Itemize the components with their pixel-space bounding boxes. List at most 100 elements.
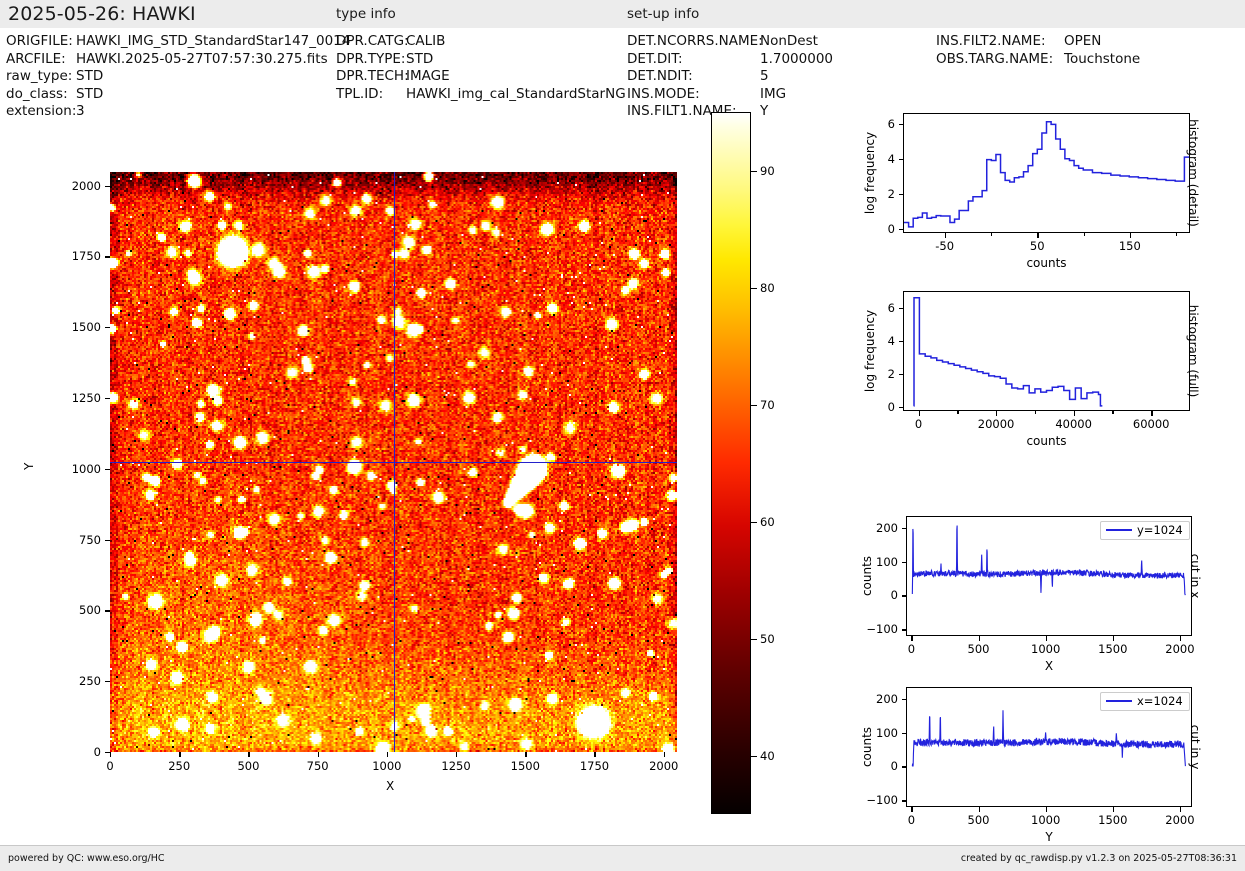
histogram-full-axes[interactable] bbox=[903, 291, 1190, 411]
header-band bbox=[0, 0, 1245, 28]
info-value: HAWKI.2025-05-27T07:57:30.275.fits bbox=[76, 50, 328, 67]
info-key: INS.FILT2.NAME: bbox=[936, 33, 1046, 49]
info-value: IMG bbox=[760, 85, 787, 102]
colorbar-tick-label: 60 bbox=[760, 514, 775, 529]
info-key: DET.DIT: bbox=[627, 50, 683, 67]
x-tick bbox=[957, 411, 959, 414]
x-tick bbox=[1112, 411, 1114, 414]
x-tick bbox=[1034, 411, 1037, 414]
info-value: OPEN bbox=[1064, 33, 1102, 49]
cut-in-y-plot bbox=[907, 688, 1191, 806]
info-row: INS.FILT1.NAME: Y bbox=[627, 103, 833, 121]
y-tick bbox=[898, 406, 903, 409]
x-tick bbox=[978, 636, 980, 641]
x-tick-label: 500 bbox=[967, 813, 990, 827]
y-axis-label: log frequency bbox=[863, 131, 877, 215]
x-tick-label: 1000 bbox=[1031, 642, 1061, 656]
y-tick-label: 0 bbox=[887, 399, 895, 414]
x-axis-label: Y bbox=[1045, 830, 1053, 844]
histogram-detail-axes[interactable] bbox=[903, 113, 1190, 233]
y-tick bbox=[901, 527, 906, 530]
info-value: IMAGE bbox=[406, 68, 450, 85]
x-tick-label: 40000 bbox=[1055, 417, 1092, 431]
type-info-heading: type info bbox=[336, 6, 396, 22]
image-y-tick bbox=[105, 681, 110, 683]
x-tick-label: 1000 bbox=[1031, 813, 1061, 827]
panel-side-label: histogram (detail) bbox=[1186, 119, 1200, 227]
legend-line-swatch bbox=[1106, 528, 1132, 532]
legend[interactable]: x=1024 bbox=[1100, 692, 1190, 711]
info-value: NonDest bbox=[760, 33, 818, 49]
legend-label: x=1024 bbox=[1137, 694, 1183, 708]
y-tick-label: 0 bbox=[887, 221, 895, 236]
file-info-block: ORIGFILE: HAWKI_IMG_STD_StandardStar147_0… bbox=[6, 33, 350, 121]
y-tick bbox=[898, 193, 903, 195]
x-tick-label: 500 bbox=[967, 642, 990, 656]
image-x-tick bbox=[179, 752, 181, 757]
image-x-tick-label: 2000 bbox=[649, 759, 679, 773]
detector-image-axes[interactable] bbox=[110, 172, 677, 752]
colorbar-tick bbox=[751, 755, 757, 757]
colorbar-tick-label: 90 bbox=[760, 163, 775, 178]
image-y-tick-label: 0 bbox=[93, 745, 101, 759]
image-x-tick bbox=[110, 752, 112, 757]
x-axis-label: counts bbox=[1026, 434, 1067, 448]
info-row: DET.DIT: 1.7000000 bbox=[627, 51, 833, 69]
type-info-block: DPR.CATG: CALIB DPR.TYPE: STD DPR.TECH: IMAGE… bbox=[336, 33, 626, 103]
y-tick bbox=[898, 123, 903, 125]
y-tick bbox=[901, 698, 906, 701]
image-x-tick-label: 250 bbox=[168, 759, 191, 773]
legend-line-swatch bbox=[1106, 699, 1132, 703]
colorbar[interactable] bbox=[711, 112, 751, 814]
image-x-tick bbox=[456, 752, 458, 757]
x-tick bbox=[1112, 636, 1115, 641]
info-row: do_class: STD bbox=[6, 86, 350, 104]
colorbar-tick-label: 70 bbox=[760, 397, 775, 412]
x-tick bbox=[911, 807, 913, 812]
info-key: DPR.CATG: bbox=[336, 33, 409, 49]
legend[interactable]: y=1024 bbox=[1100, 521, 1190, 540]
info-row: DPR.TECH: IMAGE bbox=[336, 68, 626, 86]
x-tick bbox=[1045, 636, 1047, 641]
x-axis-label: counts bbox=[1026, 256, 1067, 270]
panel-side-label: cut in x bbox=[1188, 553, 1202, 599]
image-y-tick-label: 1750 bbox=[71, 249, 101, 264]
image-x-tick bbox=[317, 752, 319, 757]
x-tick-label: 0 bbox=[907, 642, 916, 656]
y-axis-label: log frequency bbox=[863, 309, 877, 393]
info-row: ORIGFILE: HAWKI_IMG_STD_StandardStar147_0… bbox=[6, 33, 350, 51]
y-tick-label: 0 bbox=[890, 759, 898, 774]
x-tick bbox=[1151, 411, 1153, 416]
image-y-tick bbox=[105, 256, 110, 258]
y-tick bbox=[901, 561, 906, 563]
y-tick bbox=[901, 766, 906, 768]
image-x-tick-label: 1500 bbox=[510, 759, 540, 773]
image-y-tick-label: 750 bbox=[79, 532, 101, 547]
info-key: INS.FILT1.NAME: bbox=[627, 103, 737, 120]
x-tick-label: -50 bbox=[935, 239, 955, 253]
info-key: TPL.ID: bbox=[336, 85, 384, 102]
y-tick bbox=[898, 307, 903, 309]
info-value: STD bbox=[406, 50, 434, 67]
y-tick-label: 200 bbox=[876, 691, 898, 706]
info-row: INS.MODE: IMG bbox=[627, 86, 833, 104]
x-tick-label: 20000 bbox=[977, 417, 1015, 431]
info-value: HAWKI_IMG_STD_StandardStar147_0014 bbox=[76, 33, 351, 49]
y-tick bbox=[901, 732, 906, 734]
histogram-detail-plot bbox=[904, 114, 1189, 232]
info-key: INS.MODE: bbox=[627, 85, 700, 102]
x-tick bbox=[944, 233, 946, 238]
info-key: ARCFILE: bbox=[6, 50, 66, 67]
image-x-tick-label: 1250 bbox=[441, 759, 471, 773]
x-tick bbox=[996, 411, 998, 416]
image-y-tick-label: 1000 bbox=[71, 461, 101, 476]
info-row: DET.NCORRS.NAME: NonDest bbox=[627, 33, 833, 51]
info-key: do_class: bbox=[6, 85, 68, 102]
image-x-tick-label: 0 bbox=[106, 759, 114, 773]
y-axis-label: counts bbox=[860, 555, 874, 597]
x-tick-label: 50 bbox=[1029, 239, 1045, 253]
info-row: TPL.ID: HAWKI_img_cal_StandardStarNG bbox=[336, 86, 626, 104]
y-tick-label: 2 bbox=[887, 366, 895, 381]
info-row: extension: 3 bbox=[6, 103, 350, 121]
x-tick-label: 0 bbox=[914, 417, 923, 431]
